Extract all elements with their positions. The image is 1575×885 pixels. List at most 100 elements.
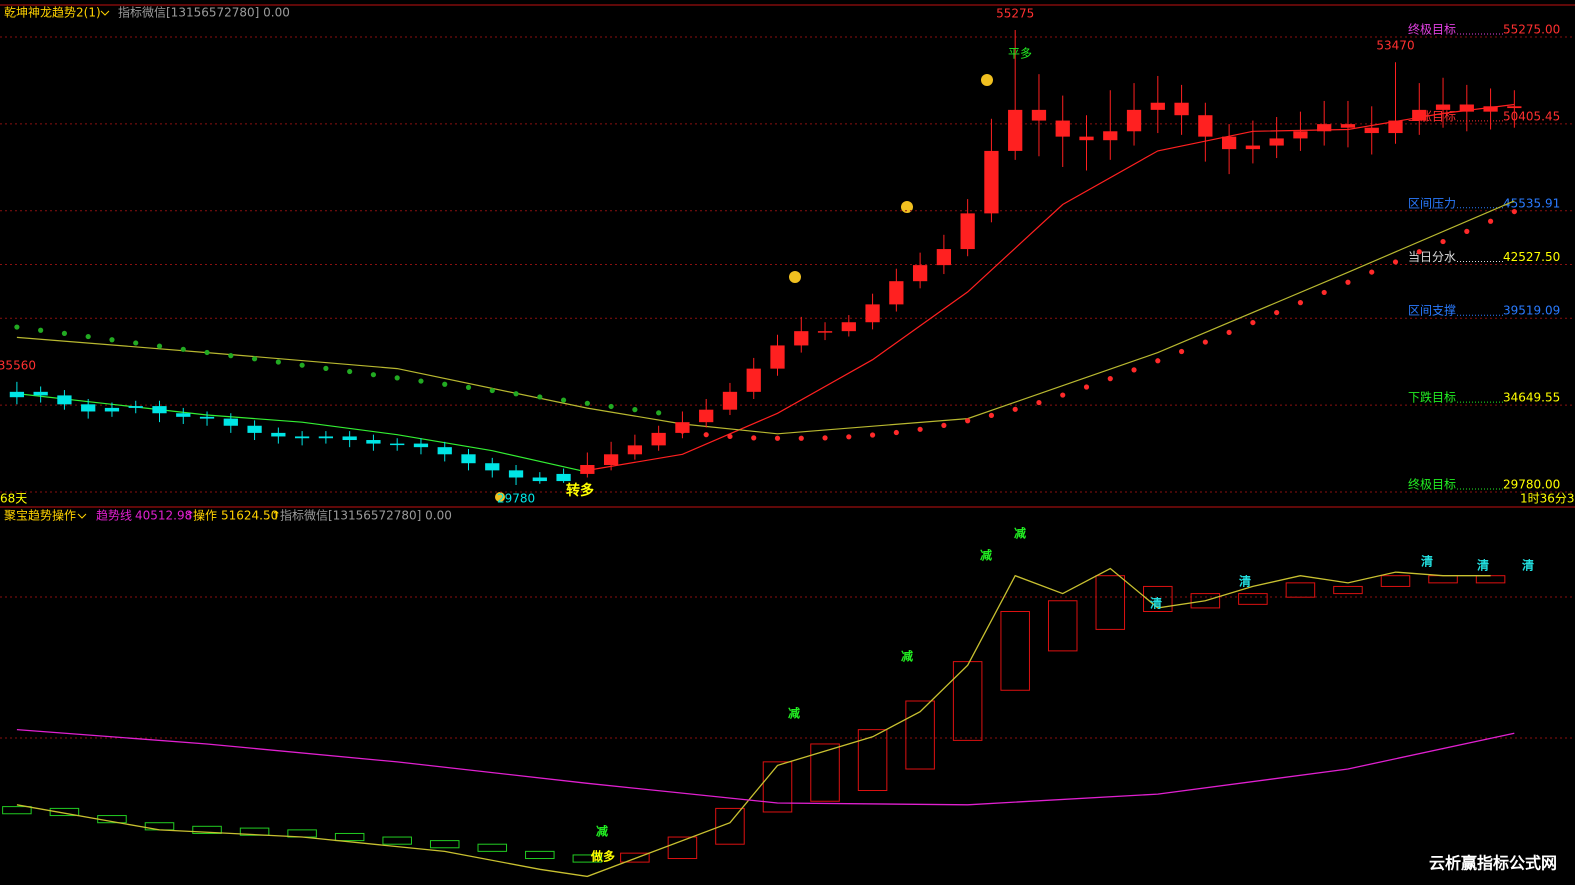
trend-dot [1036, 399, 1042, 406]
trend-dot [537, 394, 543, 400]
trend-dot [1464, 228, 1470, 234]
signal-label: 清 [1421, 554, 1433, 569]
indicator-line [16, 728, 1515, 806]
trophy-icon [495, 492, 505, 502]
candle-body [865, 304, 880, 323]
candle-body [1031, 109, 1047, 121]
candle-body [176, 413, 191, 417]
box-bar [952, 661, 983, 741]
candle-body [1435, 104, 1451, 110]
trend-dot [14, 324, 20, 330]
candle-body [223, 418, 238, 426]
operate-value: 51624.50 [221, 509, 278, 523]
candle-body [508, 470, 524, 478]
operate-arrow: ↑ [271, 509, 281, 523]
level-name: 终极目标 [1408, 476, 1456, 491]
box-bar [49, 807, 80, 817]
trend-dot [703, 432, 709, 438]
trend-dot [1297, 300, 1304, 306]
trend-dot [275, 359, 281, 365]
trend-dot [988, 412, 995, 418]
candle-body [627, 445, 643, 455]
signal-label: 减 [980, 548, 992, 563]
box-bar [1047, 600, 1078, 652]
trend-dot [394, 375, 400, 381]
candle-body [318, 436, 334, 439]
trend-dot [1178, 348, 1185, 355]
trend-dot [251, 356, 258, 362]
candle-body [1269, 138, 1284, 146]
candle-body [794, 331, 809, 346]
trend-dot [941, 422, 947, 428]
annotation: 平多 [1008, 47, 1032, 61]
candle-body [817, 331, 833, 333]
trend-dot [1131, 367, 1137, 373]
box-bar [1380, 575, 1411, 587]
signal-label: 减 [901, 649, 913, 664]
trend-dot [1345, 279, 1351, 285]
dropdown-icon[interactable] [77, 513, 87, 519]
candle-body [746, 368, 761, 392]
candle-body [81, 404, 96, 412]
trend-dot [370, 372, 377, 378]
signal-label: 减 [1014, 526, 1026, 541]
trend-dot [965, 418, 971, 424]
trend-dot [1416, 249, 1422, 255]
level-value: 29780.00 [1503, 477, 1560, 491]
candle-body [1507, 106, 1522, 109]
trend-dot [751, 435, 757, 441]
signal-label: 减 [788, 706, 800, 721]
trend-dot [418, 378, 424, 384]
candle-body [1150, 102, 1165, 110]
candle-body [485, 463, 500, 471]
trend-dot [1440, 238, 1446, 245]
trend-dot [1321, 289, 1327, 296]
trend-dot [204, 349, 210, 356]
candle-body [1483, 106, 1498, 112]
trend-dot [133, 340, 139, 346]
candle-body [271, 432, 286, 437]
signal-label: 做多 [590, 849, 615, 864]
indicator-title[interactable]: 乾坤神龙趋势2(1) [4, 5, 101, 20]
candle-body [390, 443, 405, 446]
lower-title[interactable]: 聚宝趋势操作 [4, 508, 76, 523]
candle-body [33, 391, 48, 396]
candle-body [366, 440, 381, 444]
trophy-icon [789, 271, 801, 283]
candle-body [342, 436, 357, 441]
trend-dot [228, 353, 234, 359]
trend-dot [656, 410, 662, 416]
candle-body [413, 443, 429, 448]
trend-dot [774, 435, 781, 441]
level-name: 终极目标 [1408, 22, 1456, 37]
candle-body [1293, 131, 1308, 139]
dropdown-icon[interactable] [100, 10, 110, 16]
operate-name: 操作 [193, 508, 217, 523]
box-bar [905, 700, 935, 770]
level-value: 34649.55 [1503, 391, 1560, 405]
level-value: 39519.09 [1503, 304, 1560, 318]
trend-dot [347, 368, 353, 375]
trend-dot [1107, 376, 1113, 382]
candle-body [936, 249, 952, 266]
candle-body [294, 436, 310, 439]
trend-dot [917, 426, 923, 432]
box-bar [1000, 611, 1030, 691]
candle-body [1317, 124, 1332, 132]
trend-dot [489, 387, 495, 394]
box-bar [382, 836, 412, 845]
trend-dot [156, 343, 163, 349]
candle-body [1103, 131, 1118, 141]
price-label: 53470 [1376, 39, 1414, 53]
signal-label: 清 [1150, 596, 1162, 611]
box-bar [477, 843, 508, 852]
level-name: 当日分水 [1408, 250, 1456, 264]
level-name: 下跌目标 [1408, 390, 1456, 405]
price-label: 55275 [996, 7, 1034, 21]
candle-body [437, 447, 452, 455]
trend-dot [846, 434, 852, 440]
trend-dot [822, 435, 828, 441]
candle-body [841, 322, 856, 332]
box-bar [1190, 593, 1221, 609]
